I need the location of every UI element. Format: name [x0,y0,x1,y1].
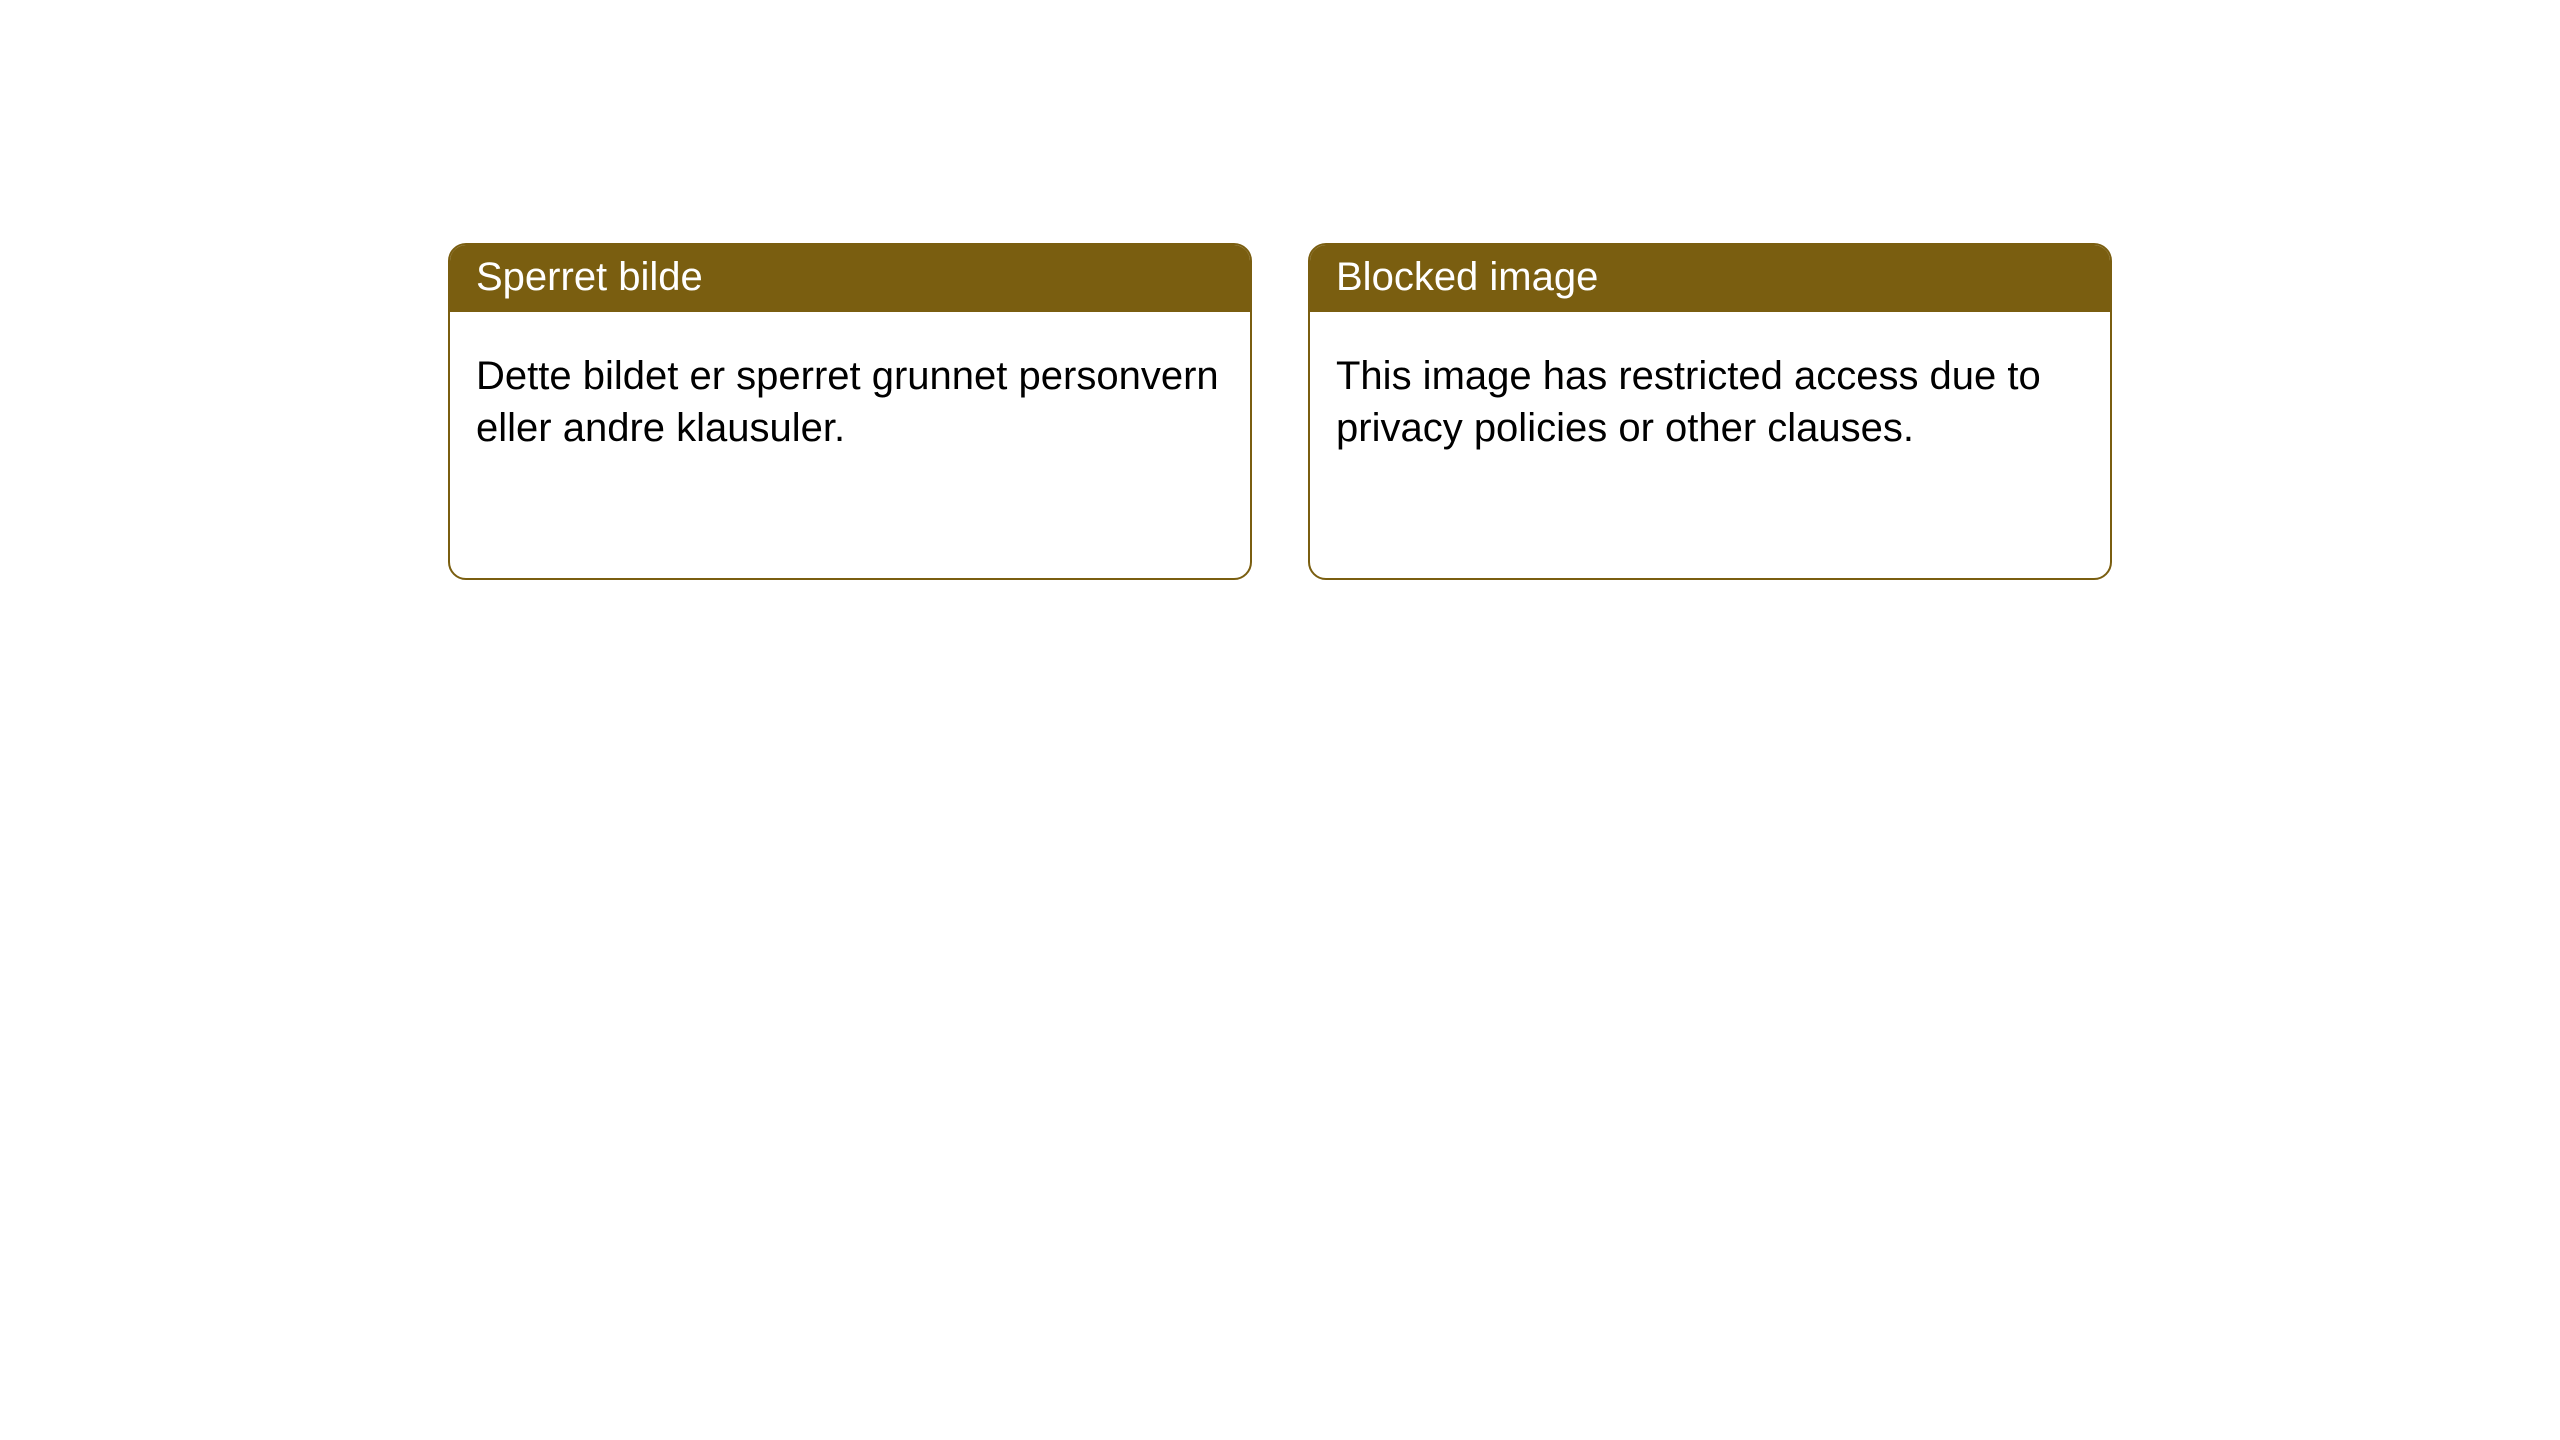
notice-header: Blocked image [1310,245,2110,312]
notice-body: This image has restricted access due to … [1310,312,2110,492]
notice-text: This image has restricted access due to … [1336,354,2041,450]
notice-title: Blocked image [1336,255,1598,299]
notice-card-norwegian: Sperret bilde Dette bildet er sperret gr… [448,243,1252,580]
notice-body: Dette bildet er sperret grunnet personve… [450,312,1250,492]
notice-text: Dette bildet er sperret grunnet personve… [476,354,1219,450]
notice-title: Sperret bilde [476,255,703,299]
notice-container: Sperret bilde Dette bildet er sperret gr… [0,0,2560,580]
notice-header: Sperret bilde [450,245,1250,312]
notice-card-english: Blocked image This image has restricted … [1308,243,2112,580]
